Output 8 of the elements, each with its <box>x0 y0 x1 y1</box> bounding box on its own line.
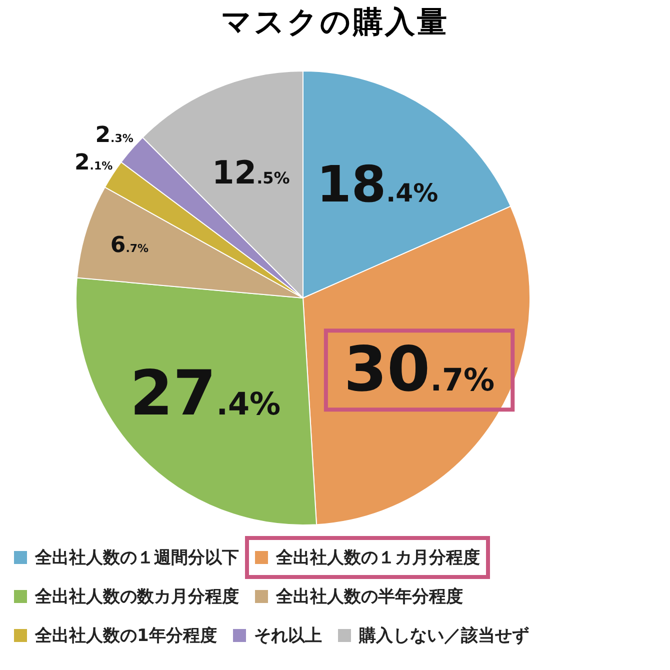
legend-label: 全出社人数の１カ月分程度 <box>276 547 480 569</box>
legend-label: 購入しない／該当せず <box>358 625 529 647</box>
legend-label: 全出社人数の1年分程度 <box>35 625 217 647</box>
legend-label: 全出社人数の数カ月分程度 <box>35 586 239 608</box>
legend-label: 全出社人数の１週間分以下 <box>35 547 239 569</box>
legend-label: 全出社人数の半年分程度 <box>276 586 463 608</box>
chart-title: マスクの購入量 <box>220 4 450 42</box>
legend-label: それ以上 <box>254 625 322 647</box>
